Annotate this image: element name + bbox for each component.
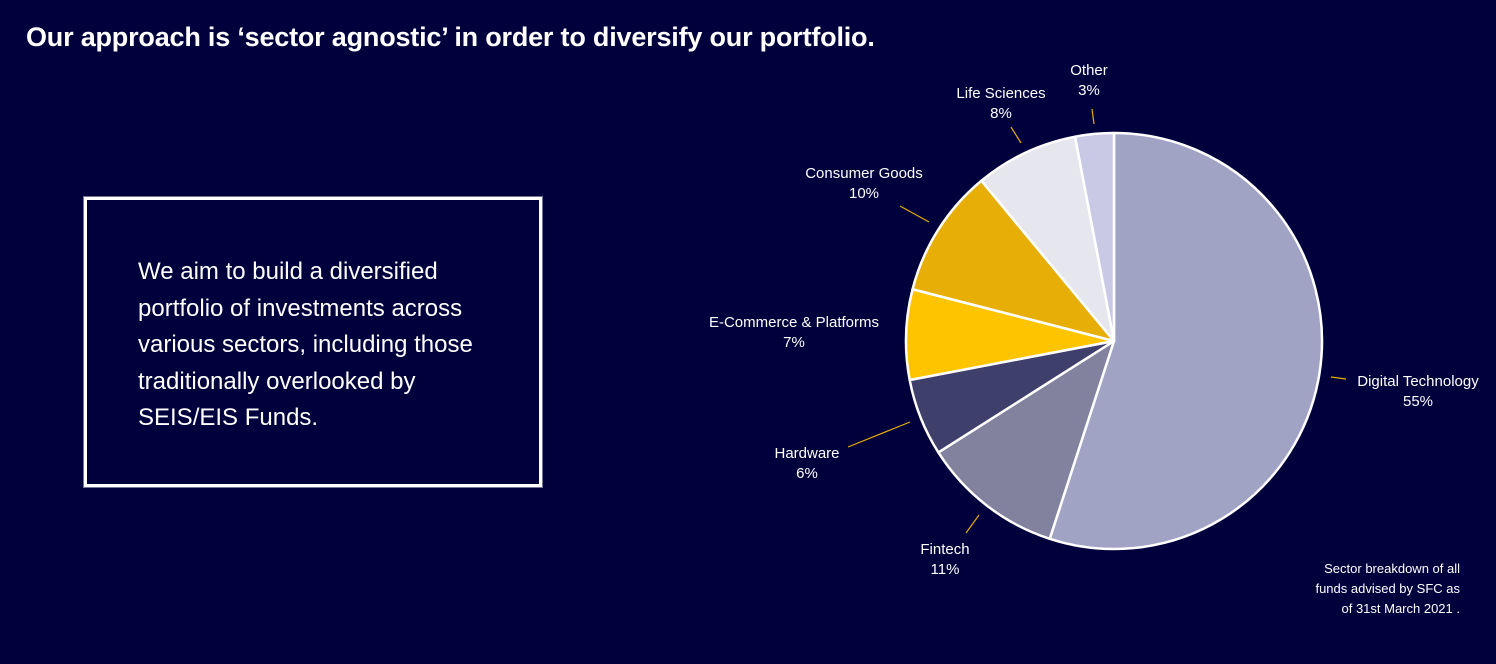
leader-line-hardware bbox=[847, 421, 911, 448]
leader-line-other bbox=[1091, 108, 1095, 125]
slice-value-e-commerce-and-platforms: 7% bbox=[783, 334, 805, 351]
slice-value-digital-technology: 55% bbox=[1403, 393, 1433, 410]
footnote-line: funds advised by SFC as bbox=[1315, 581, 1460, 596]
footnote-line: of 31st March 2021 . bbox=[1341, 601, 1460, 616]
pie-slice-fintech bbox=[937, 339, 1116, 541]
slice-label-hardware: Hardware bbox=[774, 445, 839, 462]
slice-label-other: Other bbox=[1070, 62, 1108, 79]
leader-line-consumer-goods bbox=[899, 205, 930, 223]
description-line: various sectors, including those bbox=[138, 331, 473, 358]
leader-line-fintech bbox=[965, 514, 980, 534]
slice-value-other: 3% bbox=[1078, 82, 1100, 99]
leader-line-life-sciences bbox=[1010, 126, 1022, 144]
pie-slices bbox=[904, 131, 1324, 551]
page-title: Our approach is ‘sector agnostic’ in ord… bbox=[26, 22, 875, 52]
approach-description: We aim to build a diversified portfolio … bbox=[138, 254, 518, 437]
slice-label-life-sciences: Life Sciences bbox=[956, 85, 1045, 102]
text-frame bbox=[83, 196, 543, 488]
pie-leader-lines bbox=[847, 108, 1347, 534]
pie-slice-other bbox=[1073, 131, 1116, 343]
slice-label-e-commerce-and-platforms: E-Commerce & Platforms bbox=[709, 314, 879, 331]
pie-slice-consumer-goods bbox=[911, 179, 1116, 343]
footnote-line: Sector breakdown of all bbox=[1324, 561, 1460, 576]
slice-value-fintech: 11% bbox=[931, 561, 960, 578]
description-line: We aim to build a diversified bbox=[138, 258, 438, 285]
slice-value-consumer-goods: 10% bbox=[849, 185, 879, 202]
slice-label-consumer-goods: Consumer Goods bbox=[805, 165, 923, 182]
pie-slice-life-sciences bbox=[980, 135, 1116, 343]
pie-slice-digital-technology bbox=[1048, 131, 1324, 551]
slice-value-hardware: 6% bbox=[796, 465, 818, 482]
description-line: traditionally overlooked by bbox=[138, 367, 416, 395]
pie-labels: Digital Technology 55% Fintech 11% Hardware 6… bbox=[709, 62, 1479, 578]
leader-line-digital-technology bbox=[1330, 376, 1347, 380]
slice-label-fintech: Fintech bbox=[920, 541, 969, 558]
description-line: portfolio of investments across bbox=[138, 294, 463, 322]
chart-footnote: Sector breakdown of all funds advised by… bbox=[1280, 559, 1460, 619]
slice-label-digital-technology: Digital Technology bbox=[1357, 373, 1479, 390]
slice-value-life-sciences: 8% bbox=[990, 105, 1012, 122]
description-line: SEIS/EIS Funds. bbox=[138, 404, 319, 431]
